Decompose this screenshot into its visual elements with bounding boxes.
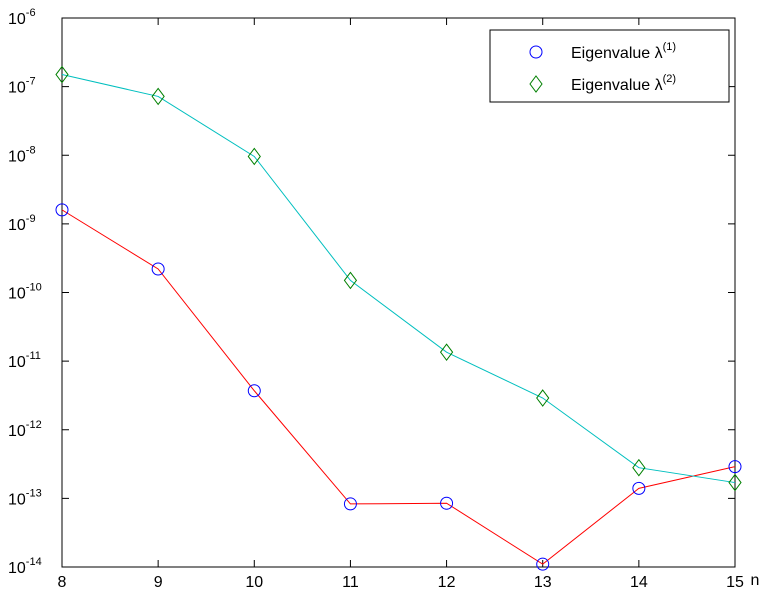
series-1-point: [247, 384, 261, 398]
y-tick-label: 10-11: [8, 350, 41, 371]
y-tick-label: 10-6: [8, 7, 36, 28]
legend-entry-1: Eigenvalue λ(1): [571, 41, 676, 62]
series-1-point: [728, 460, 742, 474]
series-2-point: [343, 271, 358, 290]
legend-marker-2: [529, 75, 543, 93]
y-tick-label: 10-7: [8, 76, 36, 97]
x-axis-label: n: [751, 572, 760, 589]
legend-entry-2: Eigenvalue λ(2): [571, 73, 676, 94]
x-tick-label: 15: [726, 574, 744, 591]
series-2-point: [632, 458, 646, 477]
y-tick-label: 10-10: [8, 282, 42, 303]
legend: Eigenvalue λ(1) Eigenvalue λ(2): [489, 29, 730, 103]
series-2-point: [247, 147, 261, 166]
legend-marker-1: [529, 45, 543, 59]
series-2-point: [151, 87, 165, 106]
legend-box: [489, 29, 730, 103]
x-tick-label: 13: [534, 574, 552, 591]
series-1-point: [343, 497, 357, 511]
y-tick-label: 10-9: [8, 213, 36, 234]
y-tick-label: 10-8: [8, 144, 36, 165]
x-tick-label: 14: [630, 574, 648, 591]
series-2-point: [728, 473, 742, 492]
plot-area: [61, 17, 736, 568]
series-1-point: [536, 557, 550, 571]
series-1-line: [61, 209, 736, 565]
x-tick-label: 8: [58, 574, 67, 591]
series-2-point: [439, 343, 454, 362]
series-layer: [55, 65, 742, 571]
series-1-point: [55, 203, 69, 217]
y-tick-label: 10-13: [8, 487, 42, 508]
x-tick-label: 10: [245, 574, 263, 591]
series-1-point: [632, 481, 646, 495]
y-tick-label: 10-12: [8, 419, 42, 440]
series-1-point: [440, 496, 454, 510]
x-tick-label: 11: [342, 574, 359, 591]
y-tick-label: 10-14: [8, 556, 42, 577]
series-2-line: [61, 74, 736, 484]
series-1-point: [151, 262, 165, 276]
axis-ticks: 8 9 10 11 12 13 14 15 10-14 10-13 10-12 10-11 10-10 1…: [8, 7, 744, 591]
x-tick-label: 12: [438, 574, 456, 591]
series-2-point: [55, 65, 69, 84]
x-tick-label: 9: [154, 574, 163, 591]
series-2-point: [536, 389, 550, 407]
